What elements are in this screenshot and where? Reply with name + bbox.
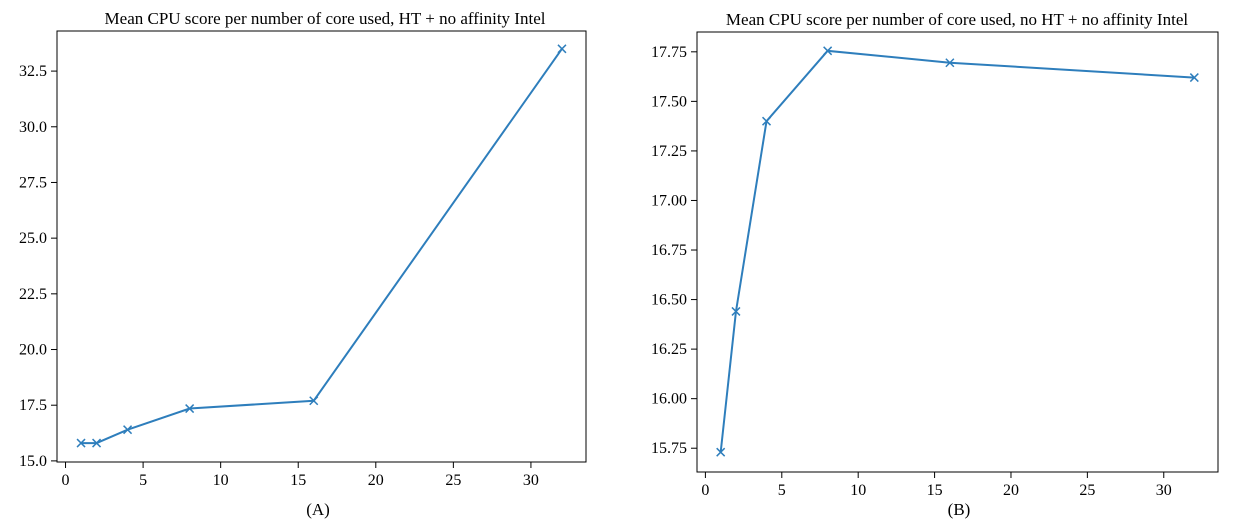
x-tick-label-b-10: 10 bbox=[850, 482, 866, 499]
x-tick-label-b-25: 25 bbox=[1079, 482, 1095, 499]
x-tick-label-b-15: 15 bbox=[927, 482, 943, 499]
data-point-b-32 bbox=[1189, 73, 1199, 83]
data-point-a-4 bbox=[123, 425, 133, 435]
chart-panel-b: Mean CPU score per number of core used, … bbox=[651, 10, 1219, 519]
y-tick-label-b-3: 16.50 bbox=[651, 292, 687, 309]
data-point-b-4 bbox=[761, 116, 772, 126]
x-tick-label-a-30: 30 bbox=[523, 472, 539, 489]
data-point-a-32 bbox=[557, 44, 567, 54]
y-tick-label-b-4: 16.75 bbox=[651, 242, 687, 259]
x-tick-label-a-5: 5 bbox=[139, 472, 147, 489]
x-tick-label-b-5: 5 bbox=[778, 482, 786, 499]
data-point-a-2 bbox=[92, 438, 102, 448]
y-tick-label-b-2: 16.25 bbox=[651, 341, 687, 358]
y-tick-label-b-8: 17.75 bbox=[651, 44, 687, 61]
x-tick-label-a-0: 0 bbox=[62, 472, 70, 489]
x-tick-label-b-20: 20 bbox=[1003, 482, 1019, 499]
data-point-a-8 bbox=[185, 404, 195, 414]
x-tick-label-a-10: 10 bbox=[213, 472, 229, 489]
x-tick-label-b-30: 30 bbox=[1156, 482, 1172, 499]
series-line-b bbox=[719, 49, 1195, 453]
y-tick-label-a-2: 20.0 bbox=[19, 342, 47, 359]
y-tick-label-a-0: 15.0 bbox=[19, 453, 47, 470]
data-point-a-1 bbox=[76, 438, 86, 448]
plot-frame-b bbox=[696, 31, 1219, 473]
chart-caption-a: (A) bbox=[306, 500, 330, 519]
data-point-b-16 bbox=[945, 58, 955, 68]
y-tick-label-b-7: 17.50 bbox=[651, 93, 687, 110]
chart-panel-a: Mean CPU score per number of core used, … bbox=[19, 9, 587, 519]
chart-caption-b: (B) bbox=[948, 500, 971, 519]
y-tick-label-b-5: 17.00 bbox=[651, 192, 687, 209]
y-tick-label-a-1: 17.5 bbox=[19, 397, 47, 414]
x-tick-label-a-15: 15 bbox=[290, 472, 306, 489]
y-tick-label-b-0: 15.75 bbox=[651, 440, 687, 457]
y-tick-label-a-3: 22.5 bbox=[19, 286, 47, 303]
plot-frame-a bbox=[56, 30, 587, 463]
data-point-b-1 bbox=[716, 447, 726, 457]
series-line-a bbox=[81, 48, 563, 445]
y-tick-label-a-4: 25.0 bbox=[19, 230, 47, 247]
chart-title-b: Mean CPU score per number of core used, … bbox=[726, 10, 1188, 29]
data-point-b-2 bbox=[731, 306, 741, 316]
data-point-b-8 bbox=[823, 46, 833, 56]
data-point-a-16 bbox=[309, 396, 319, 406]
y-tick-label-a-7: 32.5 bbox=[19, 63, 47, 80]
y-tick-label-a-6: 30.0 bbox=[19, 119, 47, 136]
y-tick-label-b-6: 17.25 bbox=[651, 143, 687, 160]
chart-title-a: Mean CPU score per number of core used, … bbox=[105, 9, 546, 28]
y-tick-label-a-5: 27.5 bbox=[19, 174, 47, 191]
x-tick-label-a-25: 25 bbox=[445, 472, 461, 489]
x-tick-label-a-20: 20 bbox=[368, 472, 384, 489]
y-tick-label-b-1: 16.00 bbox=[651, 391, 687, 408]
x-tick-label-b-0: 0 bbox=[701, 482, 709, 499]
